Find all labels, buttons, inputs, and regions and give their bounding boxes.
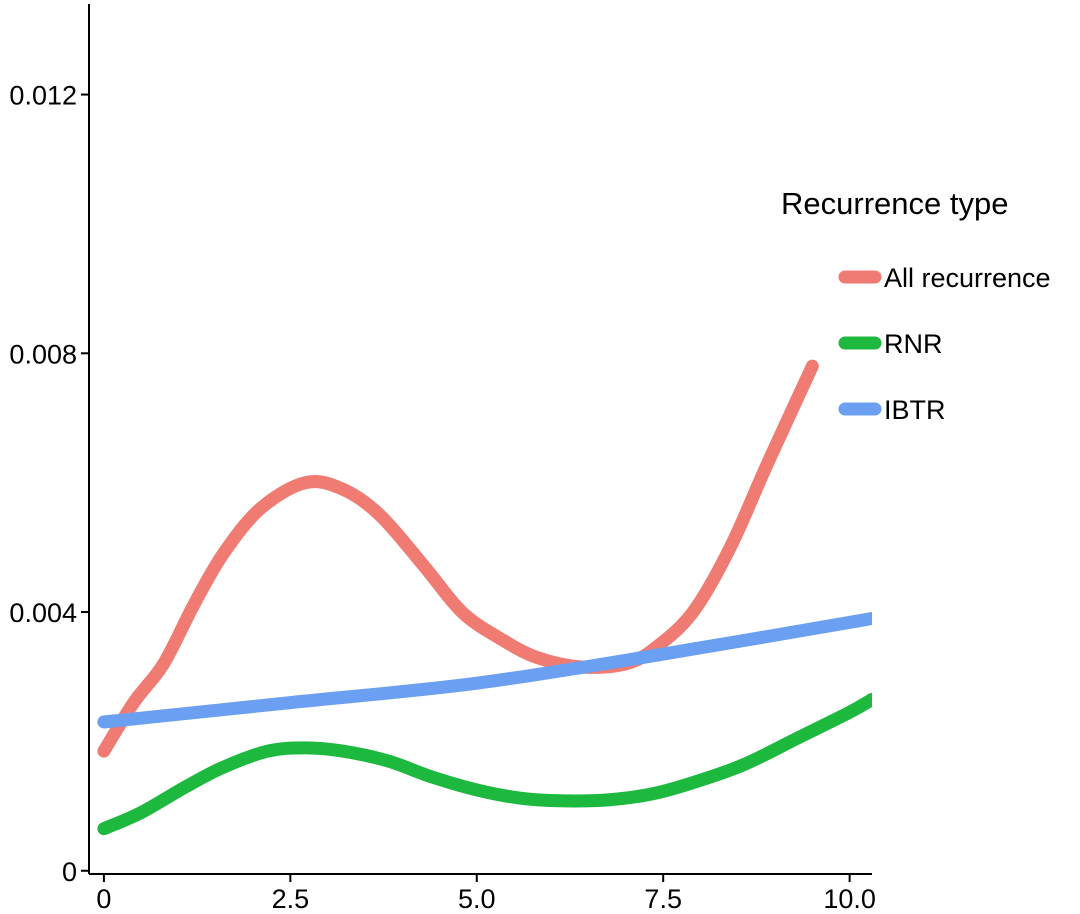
x-tick-label: 10.0 — [823, 884, 876, 914]
y-tick-label: 0 — [62, 857, 77, 887]
x-tick-label: 0 — [96, 884, 111, 914]
y-tick-label: 0.008 — [9, 339, 77, 369]
series-line-all-recurrence — [97, 359, 819, 758]
x-tick-label: 5.0 — [458, 884, 496, 914]
y-tick-label: 0.004 — [9, 598, 77, 628]
series-line-rnr — [97, 692, 872, 836]
y-tick-label: 0.012 — [9, 81, 77, 111]
x-ticks: 0 2.5 5.0 7.5 10.0 — [96, 874, 876, 914]
legend: Recurrence type All recurrence RNR IBTR — [781, 186, 1051, 425]
x-tick-label: 7.5 — [644, 884, 682, 914]
series-line-ibtr — [97, 612, 872, 729]
x-tick-label: 2.5 — [272, 884, 310, 914]
legend-label-all-recurrence: All recurrence — [884, 263, 1051, 293]
legend-title: Recurrence type — [781, 186, 1008, 221]
series-layer — [97, 359, 872, 836]
legend-label-ibtr: IBTR — [884, 395, 946, 425]
axes — [88, 4, 872, 875]
legend-label-rnr: RNR — [884, 329, 943, 359]
y-ticks: 0 0.004 0.008 0.012 — [9, 81, 89, 887]
